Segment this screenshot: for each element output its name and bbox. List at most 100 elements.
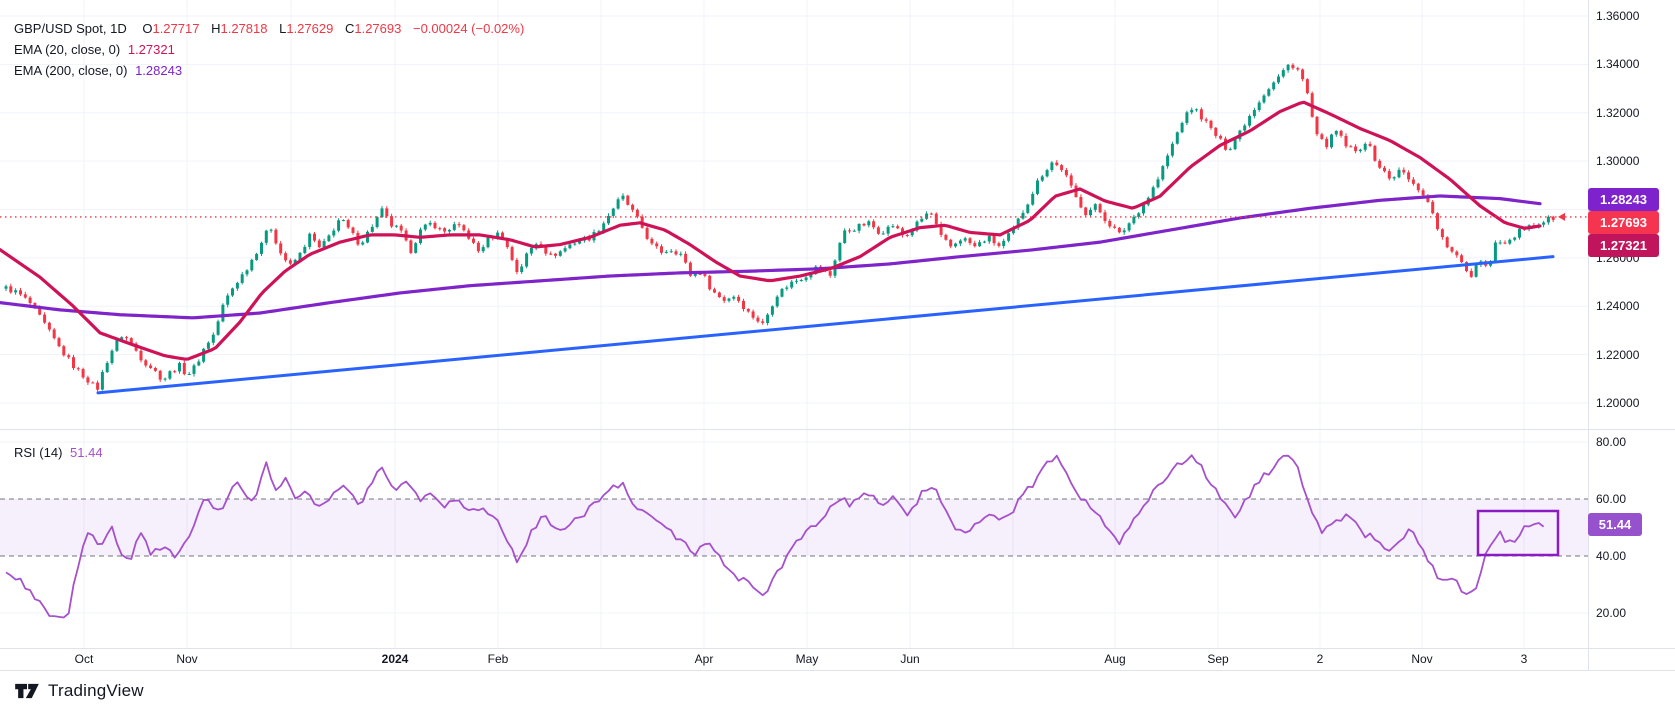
candle-body <box>626 195 630 205</box>
candle-body <box>809 273 813 278</box>
candle-body <box>944 234 948 240</box>
candle-body <box>399 225 403 231</box>
candle-body <box>1204 119 1208 121</box>
rsi-annotation-box <box>1476 509 1560 557</box>
candle-body <box>91 382 95 384</box>
candle-body <box>1354 146 1358 152</box>
candle-body <box>872 221 876 228</box>
candle-body <box>698 273 702 275</box>
candle-body <box>852 230 856 232</box>
candle-body <box>298 252 302 260</box>
rsi-tick-label: 40.00 <box>1596 549 1627 563</box>
ascending-trendline <box>96 255 1555 395</box>
candle-body <box>149 365 153 368</box>
candle-body <box>476 242 480 252</box>
candle-body <box>732 296 736 299</box>
price-tick-label: 1.34000 <box>1596 57 1640 72</box>
candle-body <box>1132 216 1136 224</box>
candle-body <box>264 230 268 243</box>
candle-body <box>896 226 900 229</box>
candle-body <box>1228 149 1232 151</box>
ema200-value: 1.28243 <box>135 63 183 78</box>
symbol-legend-row[interactable]: GBP/USD Spot, 1D O1.27717 H1.27818 L1.27… <box>14 21 524 36</box>
candle-body <box>327 235 331 242</box>
candle-body <box>963 238 967 241</box>
candle-body <box>163 378 167 380</box>
candle-body <box>279 243 283 254</box>
candle-body <box>1156 179 1160 188</box>
candle-body <box>110 350 114 363</box>
candle-body <box>838 243 842 261</box>
candle-body <box>1281 70 1285 77</box>
candle-body <box>775 296 779 307</box>
candle-body <box>1252 110 1256 116</box>
candle-body <box>597 231 601 233</box>
candle-body <box>742 300 745 309</box>
candle-body <box>240 274 244 283</box>
candle-body <box>1262 95 1266 103</box>
candle-body <box>1436 213 1439 230</box>
candle-body <box>23 294 27 298</box>
rsi-pane-canvas[interactable] <box>0 430 1588 648</box>
candle-body <box>650 238 654 244</box>
tradingview-logo-icon <box>15 683 39 699</box>
ema200-line <box>0 194 1542 320</box>
candle-body <box>100 372 104 390</box>
candle-body <box>1542 222 1546 225</box>
candle-body <box>216 321 220 335</box>
candle-body <box>72 357 75 369</box>
candle-body <box>679 253 683 255</box>
candle-body <box>221 304 225 322</box>
candle-body <box>727 298 731 301</box>
time-axis-label: May <box>795 652 819 666</box>
candle-body <box>260 242 263 254</box>
candle-body <box>293 259 297 264</box>
candle-body <box>4 286 8 289</box>
candle-body <box>1277 76 1280 83</box>
ohlc-open-label: O <box>142 21 153 36</box>
candle-body <box>120 337 124 340</box>
candle-body <box>14 290 18 293</box>
price-tick-label: 1.24000 <box>1596 299 1640 314</box>
pane-separator[interactable] <box>0 429 1675 430</box>
candle-body <box>9 286 13 293</box>
candle-body <box>1286 64 1290 71</box>
ema20-legend-row[interactable]: EMA (20, close, 0) 1.27321 <box>14 42 175 57</box>
candle-body <box>438 228 442 230</box>
candle-body <box>1045 170 1049 177</box>
tradingview-logo[interactable]: TradingView <box>14 681 144 701</box>
candle-body <box>799 280 803 281</box>
candle-body <box>520 266 524 272</box>
candle-body <box>737 296 741 301</box>
candle-body <box>611 208 615 216</box>
price-axis-badge: 1.27321 <box>1588 234 1659 257</box>
rsi-legend-row[interactable]: RSI (14) 51.44 <box>14 445 103 460</box>
price-tick-label: 1.36000 <box>1596 9 1640 23</box>
candle-body <box>1378 160 1382 168</box>
ema200-legend-row[interactable]: EMA (200, close, 0) 1.28243 <box>14 63 182 78</box>
candle-body <box>563 248 567 252</box>
candle-body <box>1339 130 1343 136</box>
candle-body <box>182 363 186 375</box>
candle-body <box>881 233 885 235</box>
candle-body <box>954 243 957 247</box>
candle-body <box>1219 136 1223 139</box>
price-axis-badge: 1.28243 <box>1588 188 1659 211</box>
price-pane-canvas[interactable] <box>0 0 1588 429</box>
candle-body <box>795 280 798 282</box>
candle-body <box>1402 169 1406 173</box>
candle-body <box>886 226 890 234</box>
candle-body <box>501 232 504 239</box>
candle-body <box>983 241 986 243</box>
candle-body <box>390 216 394 227</box>
candle-body <box>1445 237 1449 248</box>
candle-body <box>693 273 697 276</box>
time-axis-label: Sep <box>1207 652 1229 666</box>
time-axis-label: Aug <box>1104 652 1126 666</box>
candle-body <box>187 374 191 375</box>
candle-body <box>1170 143 1174 156</box>
candle-body <box>1493 242 1497 262</box>
candle-body <box>1190 109 1194 113</box>
candle-body <box>790 281 794 288</box>
candle-body <box>1117 227 1121 233</box>
